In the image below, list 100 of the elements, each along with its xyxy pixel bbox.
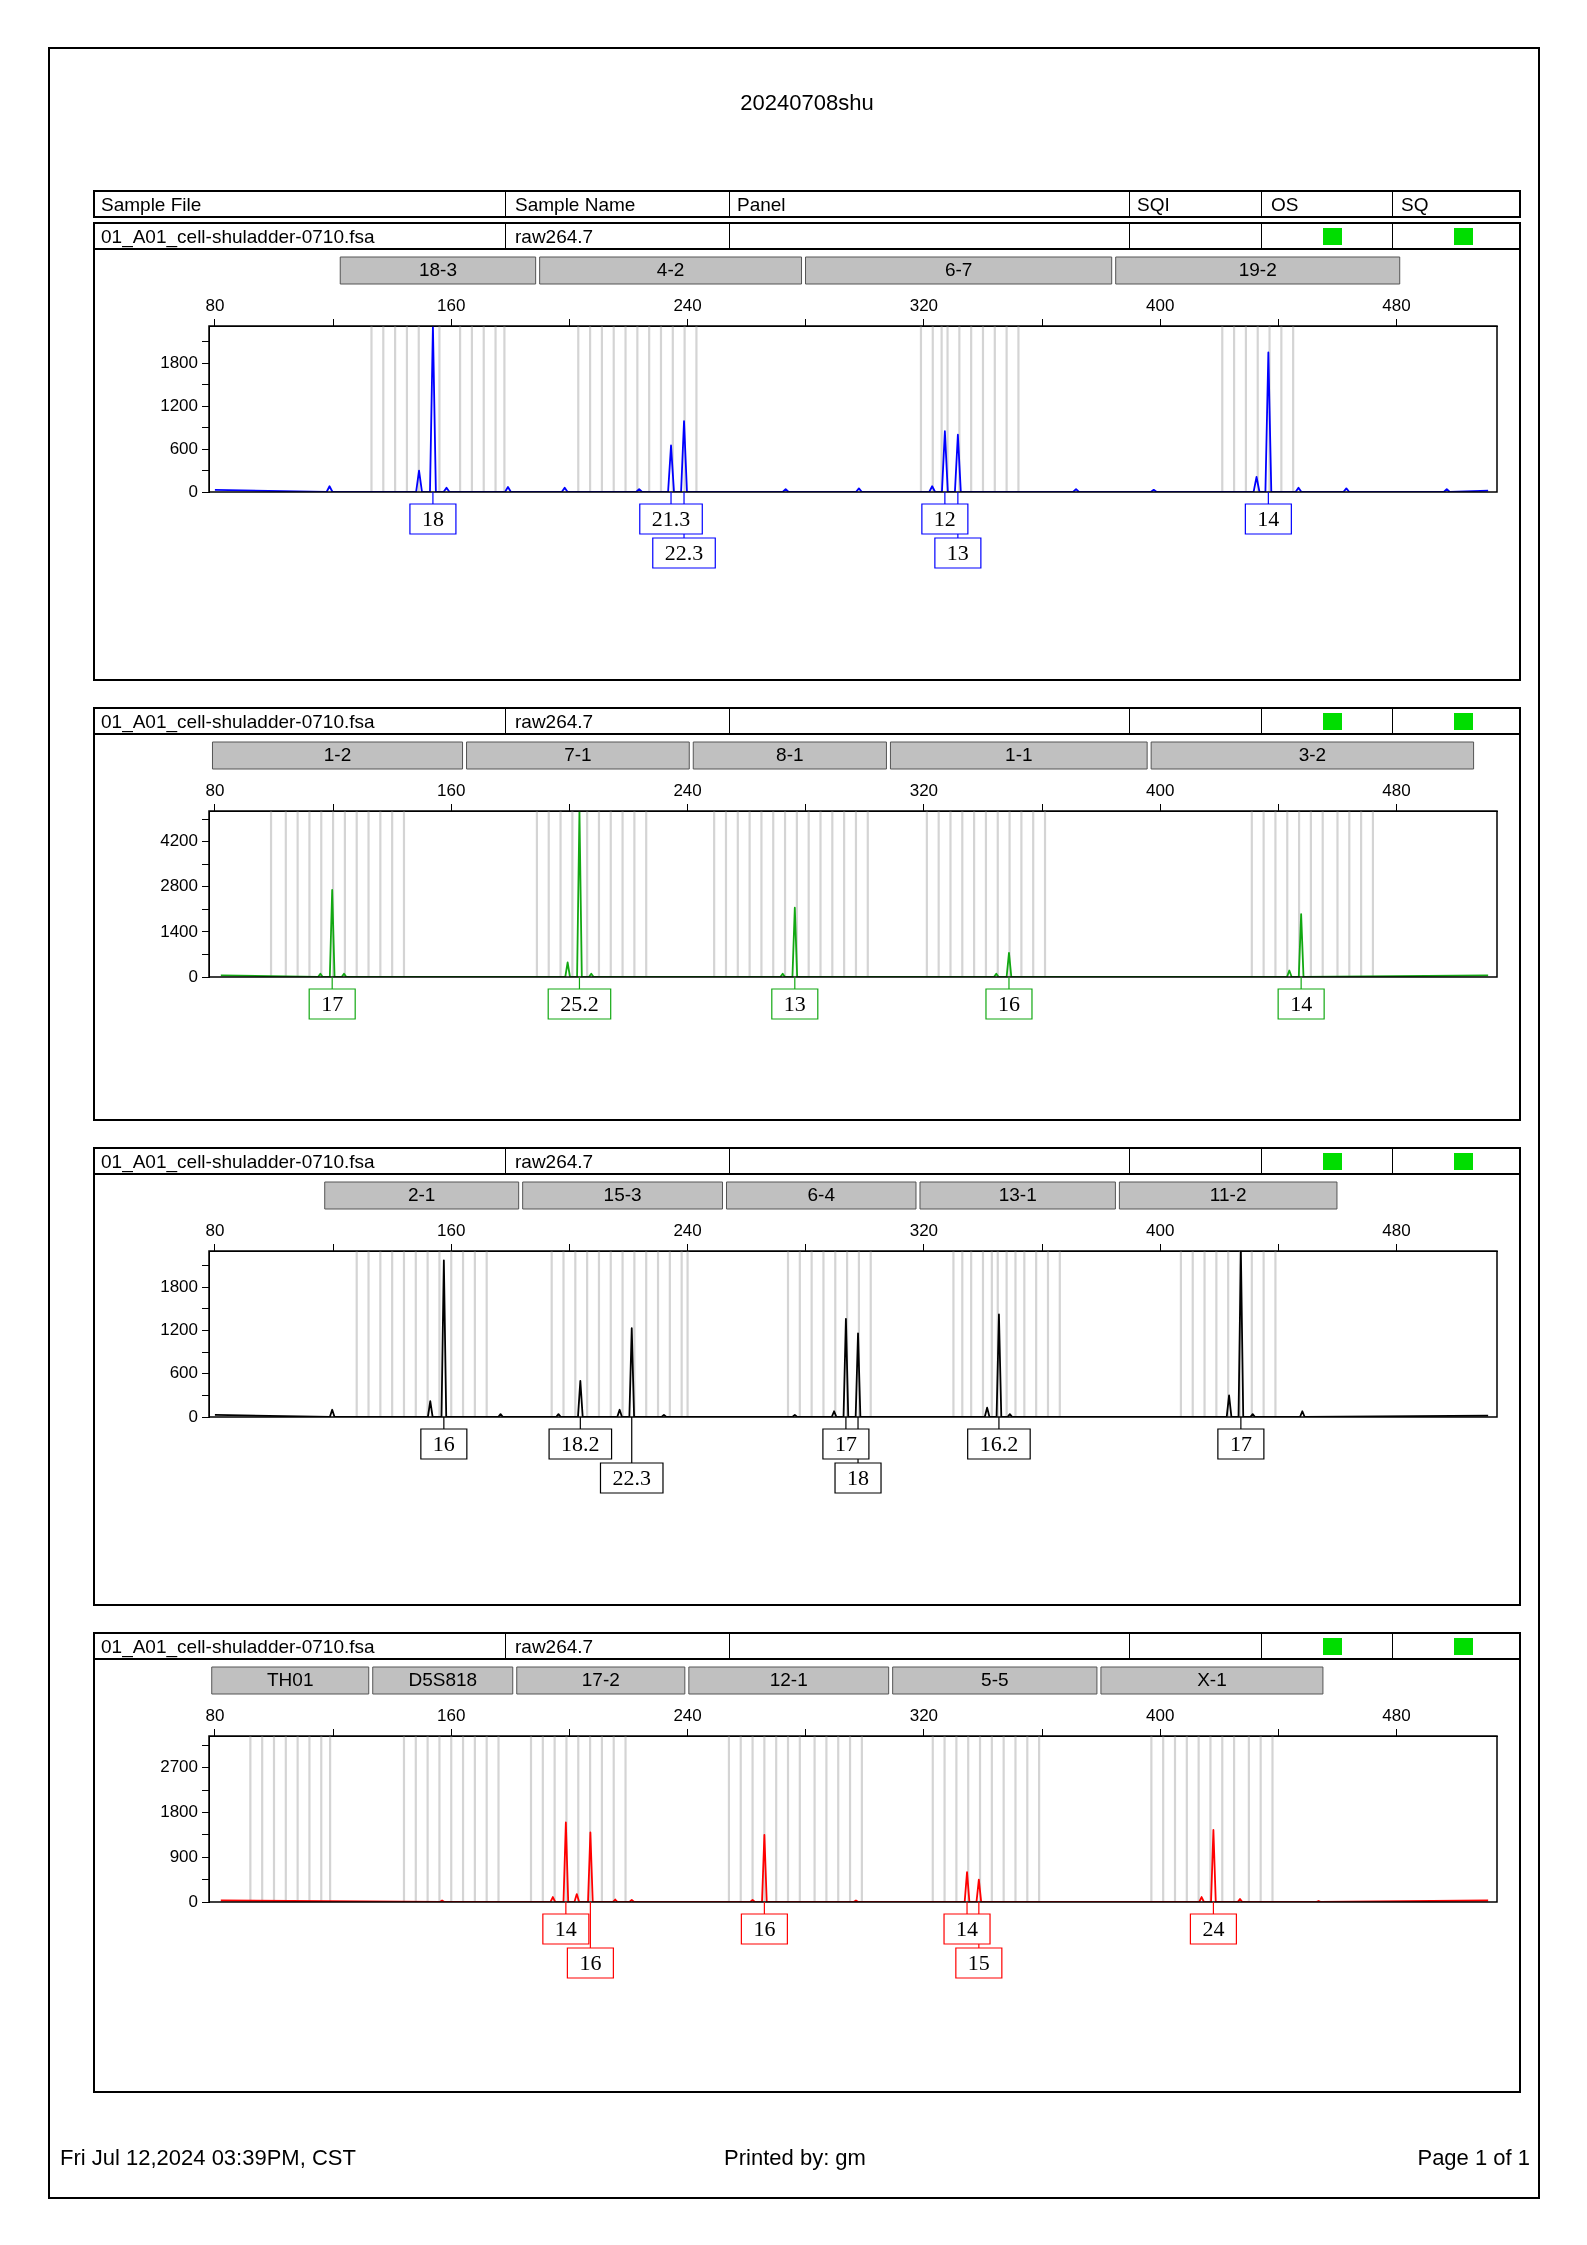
y-tick-label: 2800 xyxy=(160,876,198,896)
annotation: 15 xyxy=(967,1949,990,1975)
annotation: 22.3 xyxy=(612,1464,651,1490)
annotation: 22.3 xyxy=(664,539,704,565)
y-tick-label: 1800 xyxy=(160,1802,198,1822)
x-tick-label: 240 xyxy=(673,296,702,316)
x-tick-label: 80 xyxy=(205,1221,225,1241)
text: 6-4 xyxy=(807,1184,836,1206)
text: SQ xyxy=(1401,194,1429,216)
y-tick-label: 600 xyxy=(169,438,198,458)
text: Fri Jul 12,2024 03:39PM, CST xyxy=(60,2145,356,2170)
x-tick-label: 320 xyxy=(909,1706,939,1726)
text: 18-3 xyxy=(418,259,457,281)
annotation: 16 xyxy=(997,990,1020,1016)
text: Panel xyxy=(737,194,786,216)
annotation: 14 xyxy=(554,1915,577,1941)
text: 3-2 xyxy=(1298,744,1327,766)
x-tick-label: 400 xyxy=(1146,1706,1175,1726)
x-tick-label: 400 xyxy=(1146,296,1175,316)
text: Printed by: gm xyxy=(724,2145,866,2170)
text: 01_A01_cell-shuladder-0710.fsa xyxy=(101,1151,375,1173)
y-tick-label: 0 xyxy=(188,1891,198,1911)
annotation: 16 xyxy=(579,1949,602,1975)
x-tick-label: 80 xyxy=(205,296,225,316)
annotation: 16 xyxy=(432,1430,455,1456)
x-tick-label: 240 xyxy=(673,1221,702,1241)
x-tick-label: 160 xyxy=(437,296,466,316)
x-tick-label: 160 xyxy=(437,781,466,801)
text: 7-1 xyxy=(564,744,592,766)
x-tick-label: 480 xyxy=(1382,1221,1411,1241)
text: raw264.7 xyxy=(515,711,594,733)
annotation: 14 xyxy=(956,1915,979,1941)
text: raw264.7 xyxy=(515,226,594,248)
text: 8-1 xyxy=(776,744,804,766)
text: 6-7 xyxy=(944,259,973,281)
y-tick-label: 900 xyxy=(169,1846,198,1866)
x-tick-label: 320 xyxy=(909,781,939,801)
annotation: 18 xyxy=(421,505,444,531)
text: 01_A01_cell-shuladder-0710.fsa xyxy=(101,711,375,733)
text: X-1 xyxy=(1197,1669,1227,1691)
text: 01_A01_cell-shuladder-0710.fsa xyxy=(101,1636,375,1658)
y-tick-label: 1800 xyxy=(160,352,198,372)
text: D5S818 xyxy=(408,1669,478,1691)
x-tick-label: 400 xyxy=(1146,1221,1175,1241)
y-tick-label: 2700 xyxy=(160,1757,198,1777)
x-tick-label: 320 xyxy=(909,1221,939,1241)
text: Page 1 of 1 xyxy=(1417,2145,1530,2170)
annotation: 17 xyxy=(321,990,344,1016)
x-tick-label: 480 xyxy=(1382,296,1411,316)
text: raw264.7 xyxy=(515,1151,594,1173)
annotation: 17 xyxy=(834,1430,857,1456)
text: SQI xyxy=(1137,194,1170,216)
x-tick-label: 160 xyxy=(437,1706,466,1726)
y-tick-label: 1200 xyxy=(160,1320,198,1340)
y-tick-label: 600 xyxy=(169,1363,198,1383)
text: 12-1 xyxy=(769,1669,808,1691)
annotation: 14 xyxy=(1290,990,1313,1016)
annotation: 16.2 xyxy=(979,1430,1019,1456)
x-tick-label: 480 xyxy=(1382,781,1411,801)
text: 1-1 xyxy=(1005,744,1033,766)
text: Sample File xyxy=(101,194,202,216)
x-tick-label: 240 xyxy=(673,1706,702,1726)
annotation: 21.3 xyxy=(651,505,691,531)
y-tick-label: 0 xyxy=(188,966,198,986)
text: 1-2 xyxy=(323,744,352,766)
x-tick-label: 320 xyxy=(909,296,939,316)
y-tick-label: 1800 xyxy=(160,1276,198,1296)
text: 19-2 xyxy=(1238,259,1277,281)
annotation: 13 xyxy=(783,990,806,1016)
text: raw264.7 xyxy=(515,1636,594,1658)
text: TH01 xyxy=(267,1669,314,1691)
x-tick-label: 160 xyxy=(437,1221,466,1241)
text: 01_A01_cell-shuladder-0710.fsa xyxy=(101,226,375,248)
annotation: 13 xyxy=(946,539,969,565)
text: 15-3 xyxy=(603,1184,642,1206)
x-tick-label: 480 xyxy=(1382,1706,1411,1726)
text: OS xyxy=(1271,194,1299,216)
text: 11-2 xyxy=(1209,1184,1247,1206)
y-tick-label: 1400 xyxy=(160,921,198,941)
text: 17-2 xyxy=(581,1669,620,1691)
annotation: 18.2 xyxy=(561,1430,600,1456)
text: 4-2 xyxy=(656,259,685,281)
annotation: 17 xyxy=(1229,1430,1252,1456)
annotation: 18 xyxy=(847,1464,870,1490)
annotation: 14 xyxy=(1257,505,1280,531)
x-tick-label: 400 xyxy=(1146,781,1175,801)
text: Sample Name xyxy=(515,194,636,216)
annotation: 25.2 xyxy=(560,990,599,1016)
y-tick-label: 0 xyxy=(188,1406,198,1426)
text: 5-5 xyxy=(981,1669,1009,1691)
annotation: 12 xyxy=(933,505,956,531)
text: 13-1 xyxy=(998,1184,1037,1206)
text: 20240708shu xyxy=(739,90,875,116)
y-tick-label: 4200 xyxy=(160,831,198,851)
y-tick-label: 0 xyxy=(188,481,198,501)
annotation: 16 xyxy=(753,1915,776,1941)
annotation: 24 xyxy=(1202,1915,1225,1941)
x-tick-label: 80 xyxy=(205,1706,225,1726)
x-tick-label: 240 xyxy=(673,781,702,801)
text: 2-1 xyxy=(407,1184,436,1206)
